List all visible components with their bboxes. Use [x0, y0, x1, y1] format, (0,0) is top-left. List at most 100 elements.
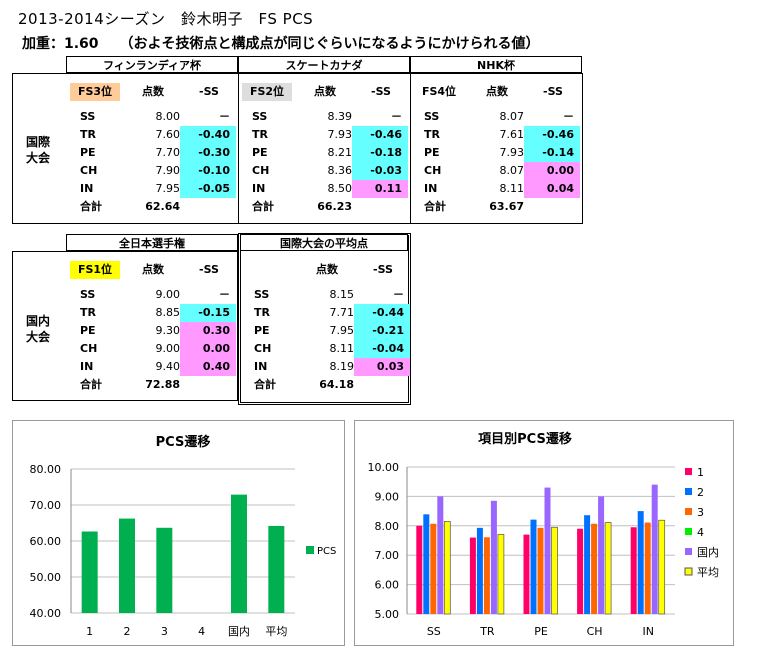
evintl_events-1-points-header: 点数	[314, 85, 336, 98]
item-pcs-chart-bar	[658, 519, 666, 615]
evdom_events-1-row-label: IN	[254, 360, 268, 373]
evdom_events-1-diff: 0.03	[354, 358, 410, 376]
evintl_events-1-diff: －	[391, 110, 402, 123]
evintl_events-2-points-header: 点数	[486, 85, 508, 98]
evintl_events-0-name: フィンランディア杯	[66, 56, 238, 73]
item-pcs-chart-xtick: CH	[587, 625, 603, 638]
evdom_events-0-row-label: TR	[80, 306, 96, 319]
item-pcs-chart-ytick: 7.00	[375, 549, 400, 562]
evintl_events-1-total: 66.23	[317, 200, 352, 213]
pcs-chart-legend-label: PCS	[317, 546, 336, 557]
evintl_events-0-value: 7.95	[155, 182, 181, 195]
pcs-chart-legend-swatch	[306, 546, 314, 554]
evintl_events-2-row-label: PE	[424, 146, 440, 159]
evdom_events-0-diff: 0.30	[180, 322, 236, 340]
item-pcs-chart-bar	[544, 487, 551, 614]
evintl_events-2-row-label: TR	[424, 128, 440, 141]
item-pcs-chart-legend-swatch	[685, 528, 692, 535]
item-pcs-chart-legend-swatch	[685, 468, 692, 475]
pcs-chart-bar	[156, 527, 173, 613]
evintl_events-0-value: 7.70	[155, 146, 181, 159]
pcs-chart-xtick: 3	[161, 625, 168, 638]
item-pcs-chart-bar	[443, 521, 451, 615]
intl-side-label: 国際 大会	[18, 134, 58, 166]
item-pcs-chart: 項目別PCS遷移 5.00 6.00 7.00 8.00 9.00 10.00 SS TR PE C…	[368, 431, 720, 638]
evintl_events-2-diff: -0.46	[524, 126, 580, 144]
evdom_events-1-value: 7.95	[329, 324, 355, 337]
evintl_events-0-row-label: PE	[80, 146, 96, 159]
evdom_events-1-row-label: TR	[254, 306, 270, 319]
evdom_events-1-row-label: 合計	[254, 378, 276, 391]
item-pcs-chart-legend-label: 3	[697, 506, 704, 519]
evdom_events-0-name: 全日本選手権	[66, 234, 238, 251]
item-pcs-chart-bar	[651, 484, 658, 614]
page-title: 2013-2014シーズン 鈴木明子 FS PCS	[18, 10, 314, 28]
evdom_events-1-value: 8.19	[329, 360, 355, 373]
dom-table-frame	[12, 251, 238, 401]
evdom_events-1-diff: -0.44	[354, 304, 410, 322]
evintl_events-2-minus-ss-header: -SS	[543, 85, 563, 98]
evdom_events-1-name: 国際大会の平均点	[240, 234, 408, 251]
evdom_events-0-diff: 0.00	[180, 340, 236, 358]
evdom_events-0-points-header: 点数	[142, 263, 164, 276]
evintl_events-2-value: 8.11	[499, 182, 525, 195]
evdom_events-0-diff: -0.15	[180, 304, 236, 322]
pcs-chart-title: PCS遷移	[156, 434, 211, 450]
evintl_events-2-rank: FS4位	[421, 85, 457, 98]
evdom_events-1-diff: －	[393, 288, 404, 301]
intl-side-label-line2: 大会	[25, 151, 50, 165]
item-pcs-chart-bar	[598, 496, 605, 614]
evdom_events-1-value: 8.15	[329, 288, 355, 301]
evintl_events-0-diff: -0.10	[180, 162, 236, 180]
evintl_events-2-value: 8.07	[499, 110, 525, 123]
evintl_events-0-row-label: CH	[80, 164, 98, 177]
item-pcs-chart-legend-swatch	[685, 488, 692, 495]
evintl_events-1-row-label: SS	[252, 110, 268, 123]
evintl_events-0-diff: -0.05	[180, 180, 236, 198]
evintl_events-0-value: 7.90	[155, 164, 181, 177]
item-pcs-chart-bar	[637, 511, 644, 614]
evintl_events-1-row-label: IN	[252, 182, 266, 195]
item-pcs-chart-ytick: 10.00	[368, 461, 400, 474]
item-pcs-chart-box: 項目別PCS遷移 5.00 6.00 7.00 8.00 9.00 10.00 SS TR PE C…	[354, 420, 734, 646]
evintl_events-0-row-label: TR	[80, 128, 96, 141]
evintl_events-0-value: 8.00	[155, 110, 181, 123]
evintl_events-0-total: 62.64	[145, 200, 180, 213]
evintl_events-1-row-label: CH	[252, 164, 270, 177]
evdom_events-1-value: 7.71	[329, 306, 355, 319]
item-pcs-chart-bar	[644, 522, 651, 614]
evdom_events-1-row-label: PE	[254, 324, 270, 337]
evintl_events-0-value: 7.60	[155, 128, 181, 141]
item-pcs-chart-ytick: 6.00	[375, 579, 400, 592]
evintl_events-0-diff: -0.40	[180, 126, 236, 144]
evintl_events-1-row-label: PE	[252, 146, 268, 159]
item-pcs-chart-bar	[430, 523, 437, 614]
evintl_events-2-name: NHK杯	[410, 56, 582, 73]
evdom_events-0-rank: FS1位	[70, 261, 120, 279]
dom-side-label-line1: 国内	[25, 314, 50, 328]
evdom_events-1-value: 8.11	[329, 342, 355, 355]
evintl_events-2-row-label: IN	[424, 182, 438, 195]
item-pcs-chart-bar	[577, 528, 584, 614]
item-pcs-chart-bar	[523, 534, 530, 614]
evintl_events-1-value: 7.93	[327, 128, 353, 141]
item-pcs-chart-ytick: 5.00	[375, 608, 400, 621]
item-pcs-chart-ytick: 9.00	[375, 490, 400, 503]
evintl_events-1-row-label: TR	[252, 128, 268, 141]
evintl_events-1-diff: 0.11	[352, 180, 408, 198]
item-pcs-chart-bar	[530, 519, 537, 614]
evdom_events-0-diff: 0.40	[180, 358, 236, 376]
evintl_events-2-row-label: CH	[424, 164, 442, 177]
evdom_events-0-value: 9.00	[155, 288, 181, 301]
dom-side-label-line2: 大会	[25, 330, 50, 344]
evintl_events-0-diff: －	[219, 110, 230, 123]
item-pcs-chart-bar	[604, 522, 612, 615]
item-pcs-chart-legend-label: 平均	[697, 566, 719, 579]
pcs-chart-ytick: 50.00	[30, 571, 62, 584]
item-pcs-chart-xtick: TR	[479, 625, 495, 638]
evdom_events-1-minus-ss-header: -SS	[373, 263, 393, 276]
evintl_events-1-value: 8.36	[327, 164, 353, 177]
intl-col-divider	[238, 73, 239, 224]
pcs-chart-xtick: 2	[124, 625, 131, 638]
item-pcs-chart-title: 項目別PCS遷移	[478, 431, 572, 447]
